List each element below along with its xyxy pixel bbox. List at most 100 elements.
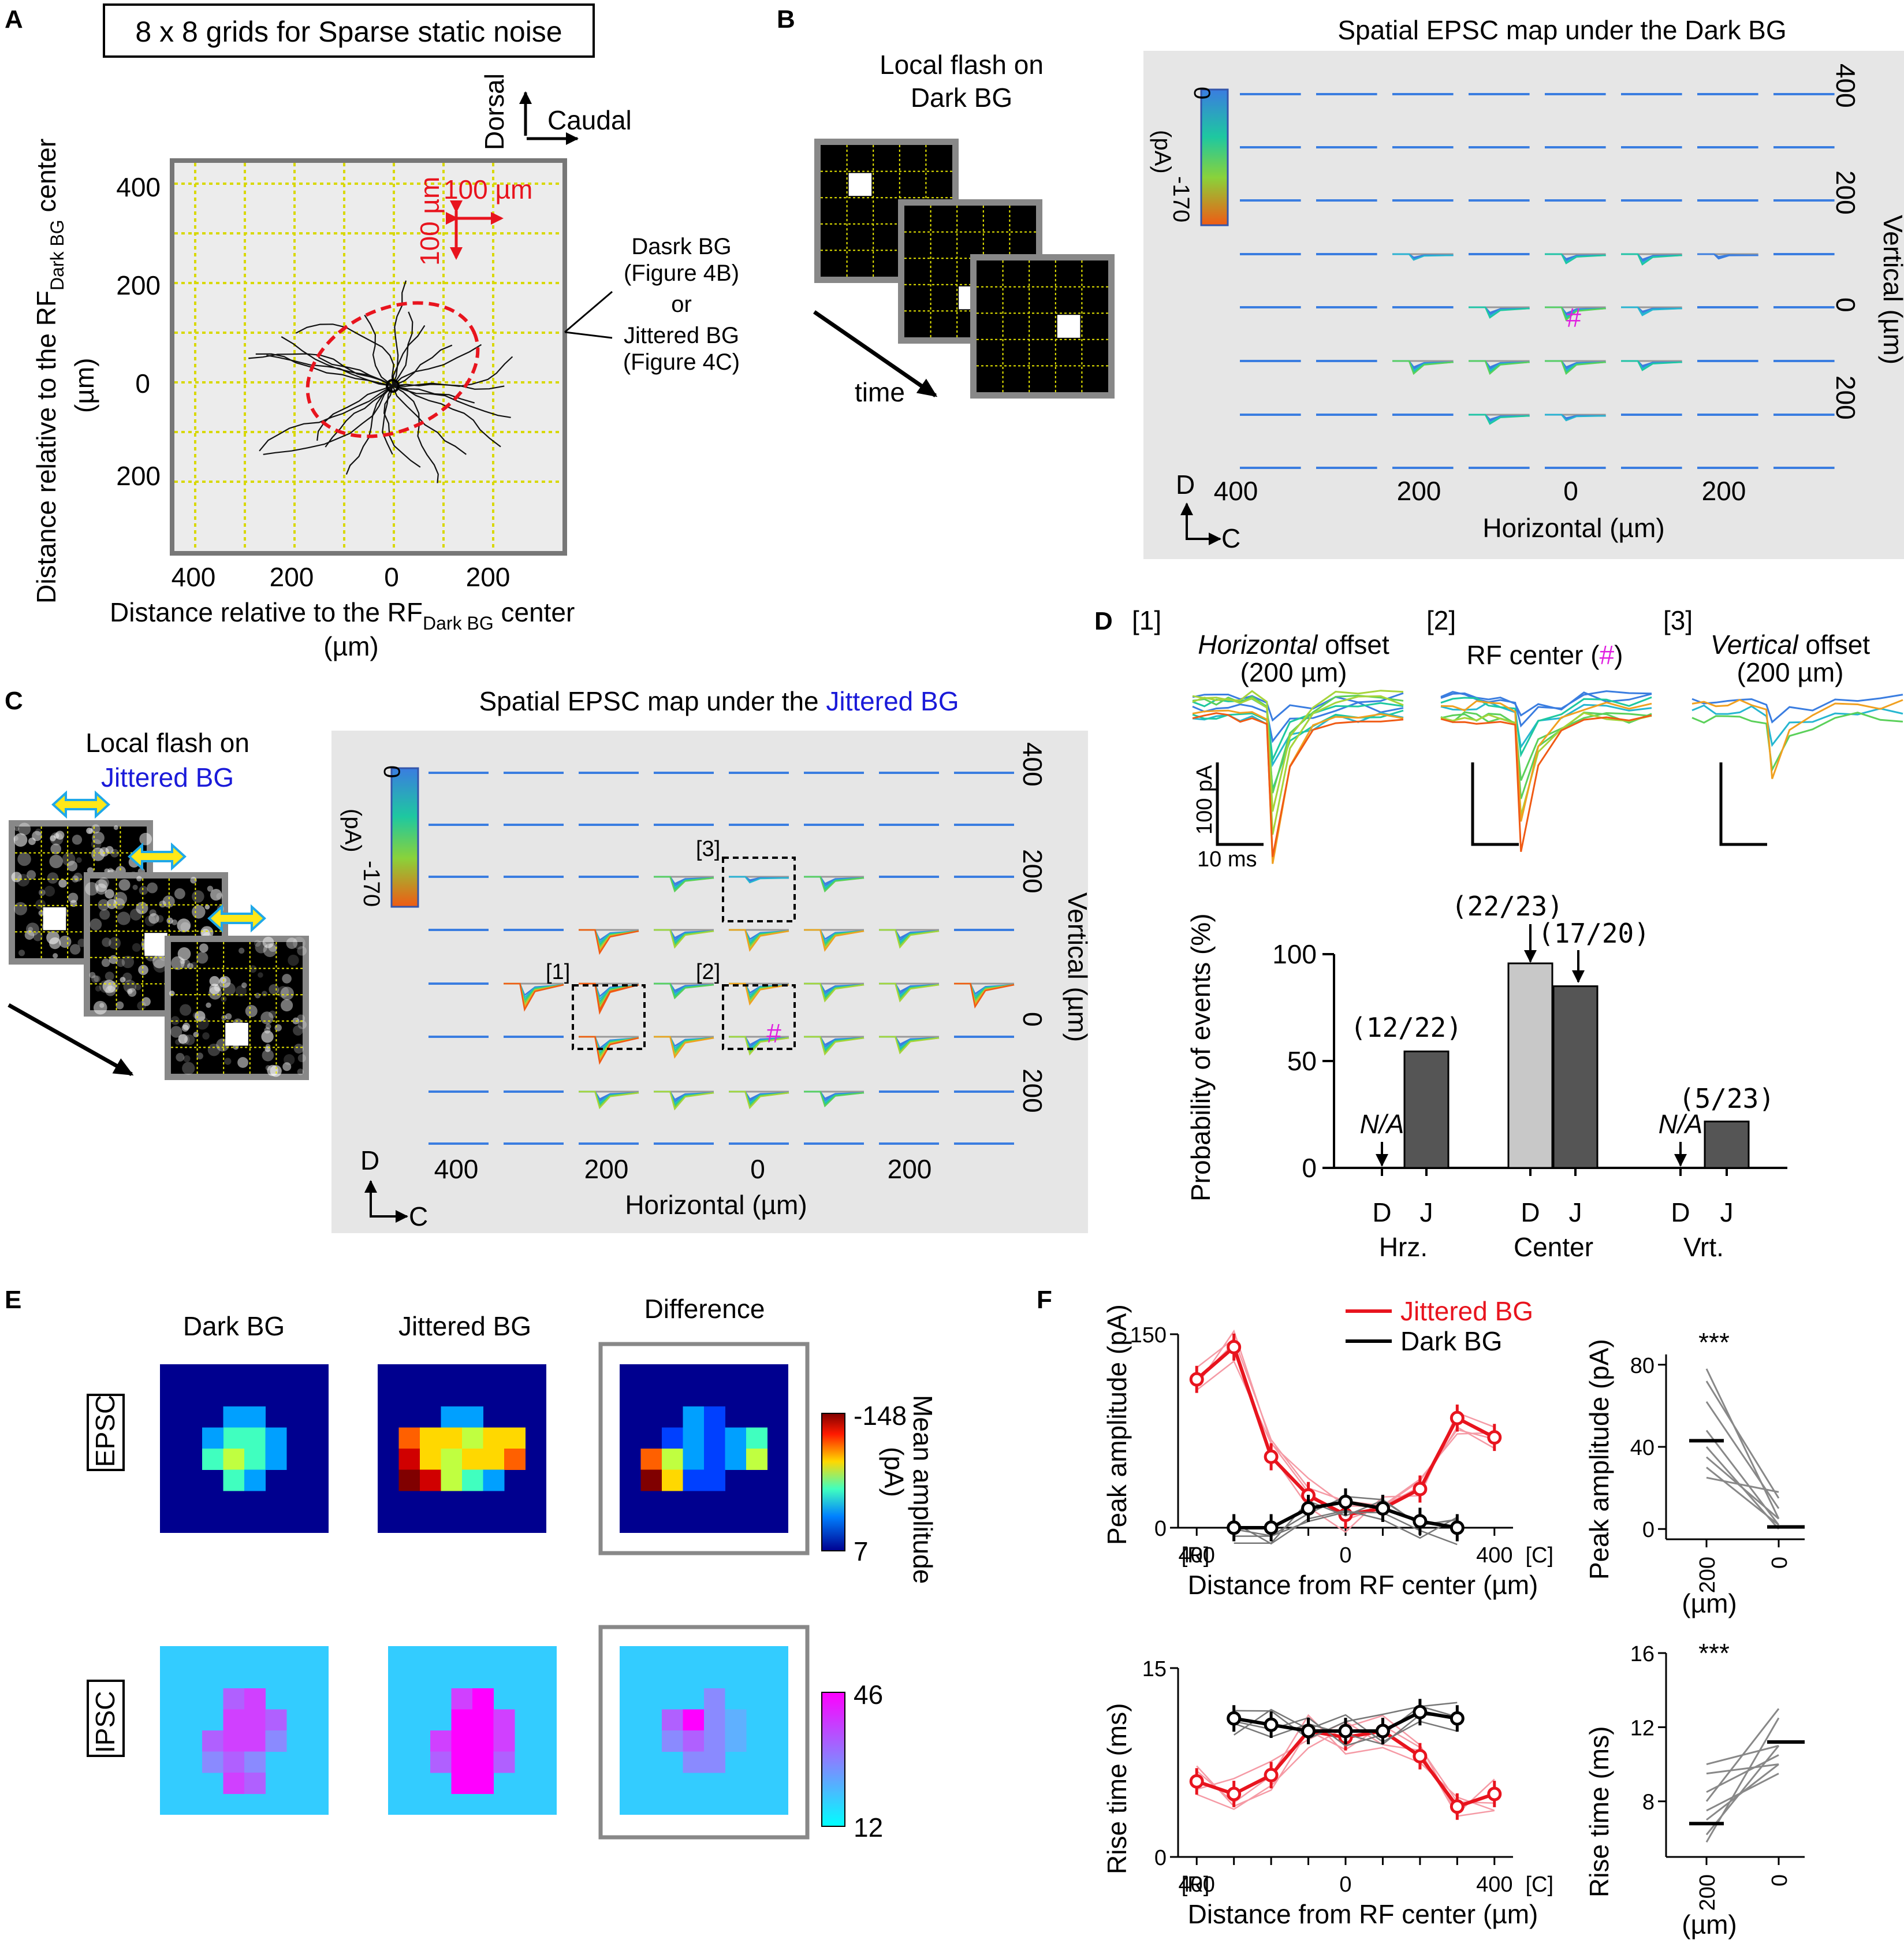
texture-dot bbox=[95, 883, 107, 895]
epsc-trace bbox=[1545, 253, 1606, 265]
texture-dot bbox=[184, 1034, 195, 1045]
a-ylabel-unit: (µm) bbox=[69, 358, 99, 413]
f-pair-line bbox=[1705, 1368, 1780, 1520]
texture-dot bbox=[297, 1054, 306, 1063]
c-xtick: 400 bbox=[434, 1154, 479, 1184]
b-xtick: 400 bbox=[1214, 476, 1258, 506]
texture-dot bbox=[258, 972, 263, 978]
c-time-arrow bbox=[8, 1003, 134, 1077]
d-ylabel: Probability of events (%) bbox=[1186, 913, 1216, 1201]
flash-square bbox=[225, 1022, 248, 1046]
d-bar-label: (17/20) bbox=[1538, 918, 1650, 949]
texture-dot bbox=[87, 867, 94, 874]
texture-dot bbox=[156, 915, 164, 923]
texture-dot bbox=[180, 959, 191, 969]
texture-dot bbox=[72, 835, 83, 845]
texture-dot bbox=[28, 838, 36, 846]
dendrite bbox=[392, 385, 467, 455]
epsc-trace bbox=[804, 929, 865, 952]
e-epsc-diff-cell bbox=[746, 1449, 767, 1470]
panel-label-b: B bbox=[777, 5, 795, 34]
texture-dot bbox=[254, 940, 261, 947]
e-row-1: EPSC bbox=[90, 1395, 120, 1467]
e-ipsc-jittered-cell bbox=[451, 1688, 473, 1710]
texture-dot bbox=[270, 1065, 282, 1077]
texture-dot bbox=[122, 972, 132, 982]
e-ipsc-diff-cell bbox=[704, 1730, 725, 1752]
texture-dot bbox=[46, 930, 60, 944]
texture-dot bbox=[194, 1011, 206, 1022]
texture-dot bbox=[25, 922, 39, 936]
f-point bbox=[1264, 1767, 1279, 1782]
d-bar-label: (5/23) bbox=[1679, 1083, 1775, 1114]
epsc-trace bbox=[1621, 306, 1682, 317]
texture-dot bbox=[121, 955, 135, 969]
e-epsc-dark-cell bbox=[265, 1449, 287, 1470]
f-xtick-label: 400 bbox=[1179, 1543, 1215, 1568]
texture-dot bbox=[58, 879, 67, 888]
b-ytick: 200 bbox=[1831, 375, 1861, 420]
epsc-trace bbox=[729, 1036, 789, 1056]
e-ipsc-dark-cell bbox=[223, 1688, 245, 1710]
f-pair-xtick-label: 0 bbox=[1768, 1557, 1792, 1569]
dendrite bbox=[259, 385, 393, 452]
texture-dot bbox=[50, 832, 64, 846]
d-title-3: Vertical offset bbox=[1711, 630, 1870, 660]
texture-dot bbox=[102, 937, 111, 947]
f-pair-line bbox=[1706, 1754, 1779, 1793]
b-xtick: 200 bbox=[1397, 476, 1441, 506]
d-xtick-label: D bbox=[1521, 1197, 1540, 1227]
b-stimulus-frames bbox=[814, 139, 1115, 399]
a-title: 8 x 8 grids for Sparse static noise bbox=[135, 16, 562, 48]
f-xlabel: Distance from RF center (µm) bbox=[1188, 1899, 1538, 1929]
e-ipsc-jittered-cell bbox=[472, 1773, 494, 1794]
b-map-title: Spatial EPSC map under the Dark BG bbox=[1337, 15, 1786, 45]
d-bar-label: N/A bbox=[1659, 1109, 1703, 1139]
e-col-1: Dark BG bbox=[183, 1311, 285, 1341]
dendrite bbox=[392, 385, 501, 448]
texture-dot bbox=[62, 853, 76, 866]
e-epsc-diff-cell bbox=[725, 1427, 747, 1449]
e-epsc-diff-cell bbox=[746, 1427, 767, 1449]
texture-dot bbox=[55, 831, 65, 840]
dendrite bbox=[295, 323, 394, 386]
epsc-trace bbox=[879, 982, 940, 1003]
panel-b: B Local flash on Dark BG time Spatial EP… bbox=[777, 5, 1904, 559]
b-colorbar bbox=[1200, 88, 1229, 226]
f-xtick-label: 400 bbox=[1476, 1543, 1512, 1568]
e-epsc-jittered-cell bbox=[420, 1449, 441, 1470]
texture-dot bbox=[27, 870, 36, 880]
e-epsc-jittered-cell bbox=[462, 1469, 483, 1491]
b-axis-d-label: D bbox=[1176, 470, 1195, 500]
f-point bbox=[1227, 1786, 1242, 1801]
e-cbar2-bottom: 12 bbox=[854, 1812, 883, 1842]
texture-dot bbox=[170, 1016, 180, 1025]
f-ytick-label: 0 bbox=[1154, 1846, 1167, 1870]
e-epsc-dark-cell bbox=[202, 1449, 223, 1470]
e-cbar-label: Mean amplitude bbox=[908, 1395, 938, 1584]
f-pair-ytick-label: 16 bbox=[1630, 1642, 1655, 1666]
e-epsc-diff-cell bbox=[640, 1449, 662, 1470]
e-epsc-diff-cell bbox=[725, 1449, 747, 1470]
texture-dot bbox=[192, 890, 204, 903]
f-point bbox=[1264, 1717, 1279, 1732]
e-epsc-jittered-cell bbox=[462, 1427, 483, 1449]
texture-dot bbox=[191, 962, 198, 969]
f-point bbox=[1375, 1724, 1390, 1739]
texture-dot bbox=[94, 975, 100, 982]
e-ipsc-dark-cell bbox=[265, 1709, 287, 1731]
d-title-1-sub: (200 µm) bbox=[1240, 657, 1347, 687]
texture-dot bbox=[224, 1058, 232, 1065]
texture-dot bbox=[35, 899, 46, 910]
e-ipsc-dark-cell bbox=[223, 1773, 245, 1794]
e-epsc-jittered-cell bbox=[441, 1469, 463, 1491]
f-pair-line bbox=[1706, 1763, 1779, 1775]
e-epsc-dark-cell bbox=[202, 1427, 223, 1449]
f-pair-xtick-label: 200 bbox=[1696, 1557, 1720, 1593]
d-bar-label: (22/23) bbox=[1451, 891, 1563, 922]
texture-dot bbox=[138, 965, 148, 976]
texture-dot bbox=[262, 936, 274, 948]
caudal-label: Caudal bbox=[547, 105, 632, 135]
